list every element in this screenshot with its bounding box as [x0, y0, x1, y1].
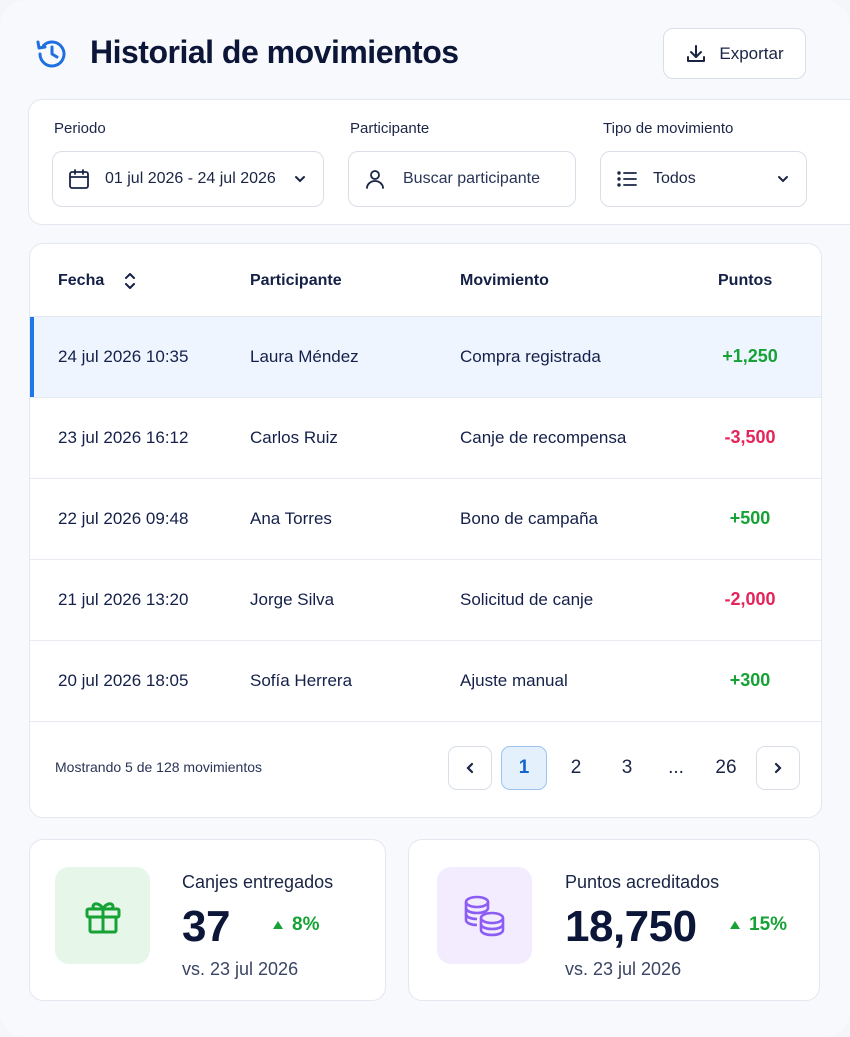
chevron-down-icon: [778, 176, 788, 183]
row-movement: Ajuste manual: [460, 671, 568, 690]
stat-card-points: Puntos acreditados 18,750 15% vs. 23 jul…: [408, 839, 820, 1001]
row-movement: Solicitud de canje: [460, 590, 594, 609]
page-button-3[interactable]: 3: [621, 757, 633, 778]
row-date: 24 jul 2026 10:35: [58, 347, 189, 366]
stat-card-redemptions: Canjes entregados 37 8% vs. 23 jul 2026: [29, 839, 386, 1001]
chevron-down-icon: [295, 176, 305, 183]
trend-up-icon: [730, 921, 740, 929]
row-participant: Ana Torres: [250, 509, 332, 528]
row-movement: Canje de recompensa: [460, 428, 627, 447]
calendar-icon: [69, 169, 89, 189]
stat-change-value: 15%: [749, 914, 788, 935]
stat-comparison: vs. 23 jul 2026: [565, 959, 682, 979]
page-button-1[interactable]: 1: [501, 746, 547, 790]
row-movement: Compra registrada: [460, 347, 601, 366]
row-participant: Laura Méndez: [250, 347, 359, 366]
page-header: Historial de movimientos Exportar: [32, 28, 806, 80]
participant-search-input[interactable]: Buscar participante: [348, 151, 576, 207]
row-date: 22 jul 2026 09:48: [58, 509, 189, 528]
page-button-2[interactable]: 2: [570, 757, 582, 778]
stat-icon-box: [55, 867, 150, 964]
trend-up-icon: [273, 921, 283, 929]
coins-icon: [464, 895, 504, 936]
page-ellipsis: ...: [668, 757, 684, 778]
type-label: Tipo de movimiento: [603, 120, 734, 137]
list-icon: [617, 171, 637, 187]
stat-label: Puntos acreditados: [565, 872, 720, 892]
movements-table: Fecha Participante Movimiento Puntos 24 …: [29, 243, 822, 818]
row-points: -2,000: [724, 589, 776, 609]
row-date: 23 jul 2026 16:12: [58, 428, 189, 447]
row-points: +300: [729, 670, 771, 690]
row-points: +1,250: [722, 346, 778, 366]
page-button-26[interactable]: 26: [715, 757, 737, 778]
period-value: 01 jul 2026 - 24 jul 2026: [105, 170, 276, 187]
sort-icon[interactable]: [123, 271, 137, 291]
next-page-button[interactable]: [756, 746, 800, 790]
stat-change: 8%: [272, 914, 319, 936]
filters-panel: Periodo 01 jul 2026 - 24 jul 2026 Partic…: [28, 99, 850, 225]
stat-change-value: 8%: [292, 914, 320, 935]
column-header-participant: Participante: [250, 272, 342, 289]
gift-icon: [85, 901, 120, 933]
page-title: Historial de movimientos: [90, 34, 459, 70]
table-row[interactable]: 22 jul 2026 09:48 Ana Torres Bono de cam…: [30, 479, 821, 560]
stat-change: 15%: [729, 914, 787, 936]
row-movement: Bono de campaña: [460, 509, 598, 528]
row-participant: Carlos Ruiz: [250, 428, 338, 447]
column-header-date[interactable]: Fecha: [58, 272, 105, 289]
participant-label: Participante: [350, 120, 430, 137]
history-icon: [36, 40, 66, 68]
stat-icon-box: [437, 867, 532, 964]
table-row[interactable]: 24 jul 2026 10:35 Laura Méndez Compra re…: [30, 317, 821, 398]
download-icon: [687, 44, 706, 62]
participant-placeholder: Buscar participante: [403, 170, 540, 187]
export-label: Exportar: [719, 43, 784, 63]
column-header-movement: Movimiento: [460, 272, 549, 289]
type-value: Todos: [653, 170, 696, 187]
row-points: +500: [729, 508, 771, 528]
table-header: Fecha Participante Movimiento Puntos: [30, 244, 821, 317]
table-row[interactable]: 21 jul 2026 13:20 Jorge Silva Solicitud …: [30, 560, 821, 641]
chevron-right-icon: [774, 762, 782, 774]
table-row[interactable]: 20 jul 2026 18:05 Sofía Herrera Ajuste m…: [30, 641, 821, 722]
user-icon: [366, 170, 384, 189]
row-points: -3,500: [724, 427, 776, 447]
stat-value: 37: [182, 902, 230, 951]
stat-comparison: vs. 23 jul 2026: [182, 959, 299, 979]
row-participant: Sofía Herrera: [250, 671, 353, 690]
row-date: 20 jul 2026 18:05: [58, 671, 189, 690]
period-label: Periodo: [54, 120, 106, 137]
period-select[interactable]: 01 jul 2026 - 24 jul 2026: [52, 151, 324, 207]
row-participant: Jorge Silva: [250, 590, 335, 609]
results-count: Mostrando 5 de 128 movimientos: [55, 759, 262, 775]
export-button[interactable]: Exportar: [663, 28, 806, 79]
chevron-left-icon: [466, 762, 474, 774]
row-date: 21 jul 2026 13:20: [58, 590, 189, 609]
column-header-points: Puntos: [718, 272, 773, 289]
previous-page-button[interactable]: [448, 746, 492, 790]
stat-value: 18,750: [565, 902, 697, 951]
stat-label: Canjes entregados: [182, 872, 334, 892]
type-select[interactable]: Todos: [600, 151, 807, 207]
table-row[interactable]: 23 jul 2026 16:12 Carlos Ruiz Canje de r…: [30, 398, 821, 479]
